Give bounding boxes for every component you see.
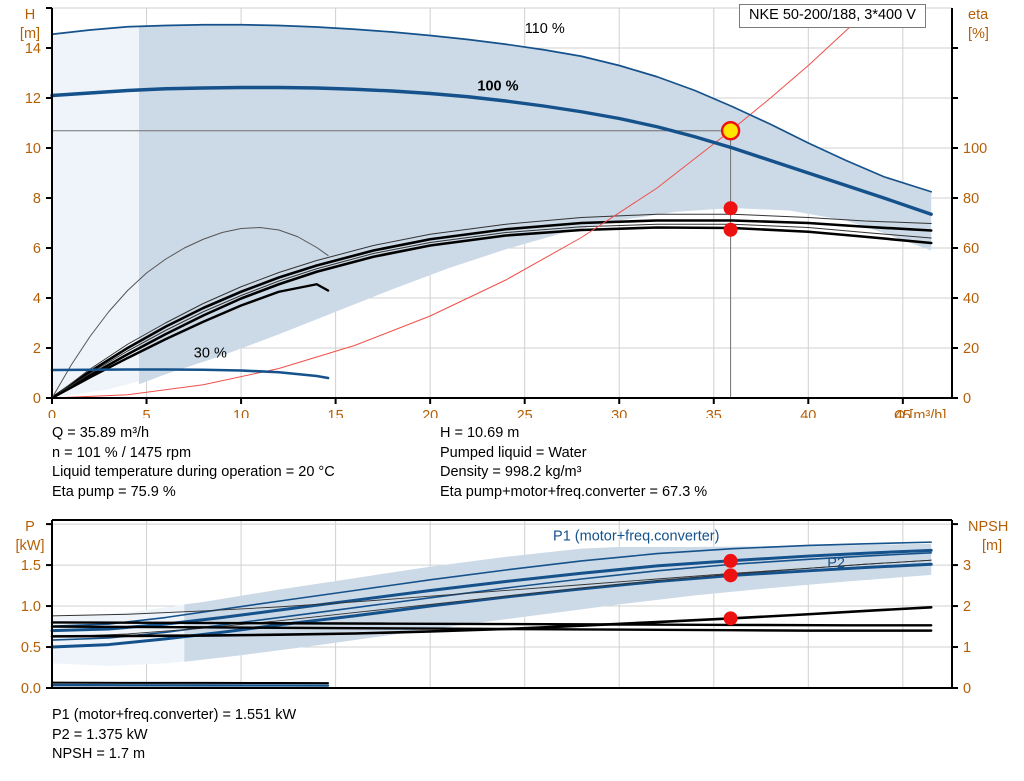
p1-curve-110 (51, 541, 932, 627)
pump-model-title-box: NKE 50-200/188, 3*400 V (739, 4, 926, 28)
npsh-marker[interactable] (723, 611, 738, 626)
y-tick-label-left: 8 (33, 191, 41, 207)
eta-pump-marker[interactable] (723, 201, 738, 216)
top-chart-group: 110 % 100 % 30 % 0 2 4 6 8 10 12 14 0 20 40 60 80 100 0 5 1… (20, 7, 989, 418)
head-chart-svg: 110 % 100 % 30 % 0 2 4 6 8 10 12 14 0 20 40 60 80 100 0 5 1… (20, 7, 989, 418)
head-110 (51, 23, 933, 193)
x-tick-label: 20 (422, 408, 438, 418)
p2-curve-100 (50, 562, 933, 649)
info-line-eta-pump: Eta pump = 75.9 % (52, 483, 176, 500)
y-tick-label-left: 1.0 (21, 599, 41, 615)
info-line-p2: P2 = 1.375 kW (52, 726, 148, 743)
info-line-speed: n = 101 % / 1475 rpm (52, 444, 192, 461)
x-tick-label: 35 (706, 408, 722, 418)
y-tick-label-right: 60 (963, 241, 979, 257)
y-tick-label-right: 100 (963, 141, 987, 157)
y-axis-unit-right: [m] (982, 538, 1002, 554)
info-line-density: Density = 998.2 kg/m³ (440, 464, 582, 480)
y-tick-label-right: 1 (963, 640, 971, 656)
y-tick-label-right: 0 (963, 681, 971, 697)
power-info: P1 (motor+freq.converter) = 1.551 kW P2 … (52, 706, 296, 765)
y-tick-label-right: 20 (963, 341, 979, 357)
pump-model-label: NKE 50-200/188, 3*400 V (749, 7, 916, 23)
y-tick-label-right: 40 (963, 291, 979, 307)
system-curve (51, 12, 866, 399)
head-efficiency-chart: 110 % 100 % 30 % 0 2 4 6 8 10 12 14 0 20 40 60 80 100 0 5 1… (20, 7, 989, 418)
performance-band-main (138, 24, 932, 385)
eta-curve-partial (50, 283, 330, 400)
y-tick-label-left: 10 (25, 141, 41, 157)
info-line-eta-total: Eta pump+motor+freq.converter = 67.3 % (440, 483, 708, 500)
label-100: 100 % (477, 79, 518, 95)
y-tick-label-left: 0.0 (21, 681, 41, 697)
label-p1: P1 (motor+freq.converter) (553, 528, 719, 544)
x-tick-label: 45 (895, 408, 911, 418)
bottom-chart-group: P1 (motor+freq.converter)P20.00.51.01.50… (16, 519, 1008, 697)
power-chart-svg: P1 (motor+freq.converter)P20.00.51.01.50… (16, 519, 1008, 697)
info-line-liquid: Pumped liquid = Water (440, 444, 587, 461)
x-tick-label: 25 (517, 408, 533, 418)
y-tick-label-left: 0 (33, 391, 41, 407)
x-tick-label: 0 (48, 408, 56, 418)
head-30 (50, 368, 330, 380)
y-tick-label-left: 1.5 (21, 558, 41, 574)
label-30: 30 % (194, 346, 227, 362)
eta-curve-main-1 (50, 219, 933, 400)
label-110: 110 % (525, 21, 565, 37)
p-curve-flat-dark-2 (50, 621, 933, 627)
y-tick-label-right: 80 (963, 191, 979, 207)
label-p2: P2 (827, 556, 845, 572)
y-axis-title-left: H (25, 7, 35, 23)
duty-point-marker[interactable] (720, 121, 741, 141)
x-tick-label: 15 (328, 408, 344, 418)
y-axis-title-right: eta (968, 7, 989, 23)
info-line-head: H = 10.69 m (440, 425, 520, 441)
x-tick-label: 30 (611, 408, 627, 418)
y-tick-label-left: 14 (25, 41, 41, 57)
npsh-curve-main (50, 605, 933, 638)
y-axis-unit-left: [m] (20, 26, 40, 42)
info-line-flow: Q = 35.89 m³/h (52, 425, 150, 441)
y-axis-title-left: P (25, 519, 35, 535)
x-tick-label: 10 (233, 408, 249, 418)
y-tick-label-left: 12 (25, 91, 41, 107)
y-tick-label-left: 6 (33, 241, 41, 257)
y-axis-unit-left: [kW] (16, 538, 45, 554)
eta-curve-30pct (51, 227, 329, 399)
y-tick-label-right: 0 (963, 391, 971, 407)
info-line-npsh: NPSH = 1.7 m (52, 746, 146, 762)
y-tick-label-left: 4 (33, 291, 41, 307)
x-tick-label: 40 (800, 408, 816, 418)
eta-curve-thin-2 (51, 223, 932, 399)
eta-curve-main-2 (50, 226, 933, 400)
eta-total-marker[interactable] (723, 222, 738, 237)
info-line-p1: P1 (motor+freq.converter) = 1.551 kW (52, 707, 297, 723)
y-tick-label-right: 3 (963, 558, 971, 574)
p2-marker[interactable] (723, 568, 738, 583)
y-tick-label-left: 2 (33, 341, 41, 357)
y-axis-unit-right: [%] (968, 26, 989, 42)
operating-info-right: H = 10.69 m Pumped liquid = Water Densit… (440, 424, 707, 502)
operating-info-left: Q = 35.89 m³/h n = 101 % / 1475 rpm Liqu… (52, 424, 335, 502)
power-npsh-chart: P1 (motor+freq.converter) P2 0.0 0.5 1.0 1.5 0… (0, 512, 1024, 707)
x-axis-title: Q [m³/h] (894, 408, 946, 418)
p1-marker[interactable] (723, 553, 738, 568)
x-tick-label: 5 (142, 408, 150, 418)
info-line-temperature: Liquid temperature during operation = 20… (52, 464, 335, 480)
eta-curve-thin-1 (51, 213, 932, 399)
head-100 (50, 85, 933, 216)
y-tick-label-right: 2 (963, 599, 971, 615)
y-tick-label-left: 0.5 (21, 640, 41, 656)
y-axis-title-right: NPSH (968, 519, 1008, 535)
